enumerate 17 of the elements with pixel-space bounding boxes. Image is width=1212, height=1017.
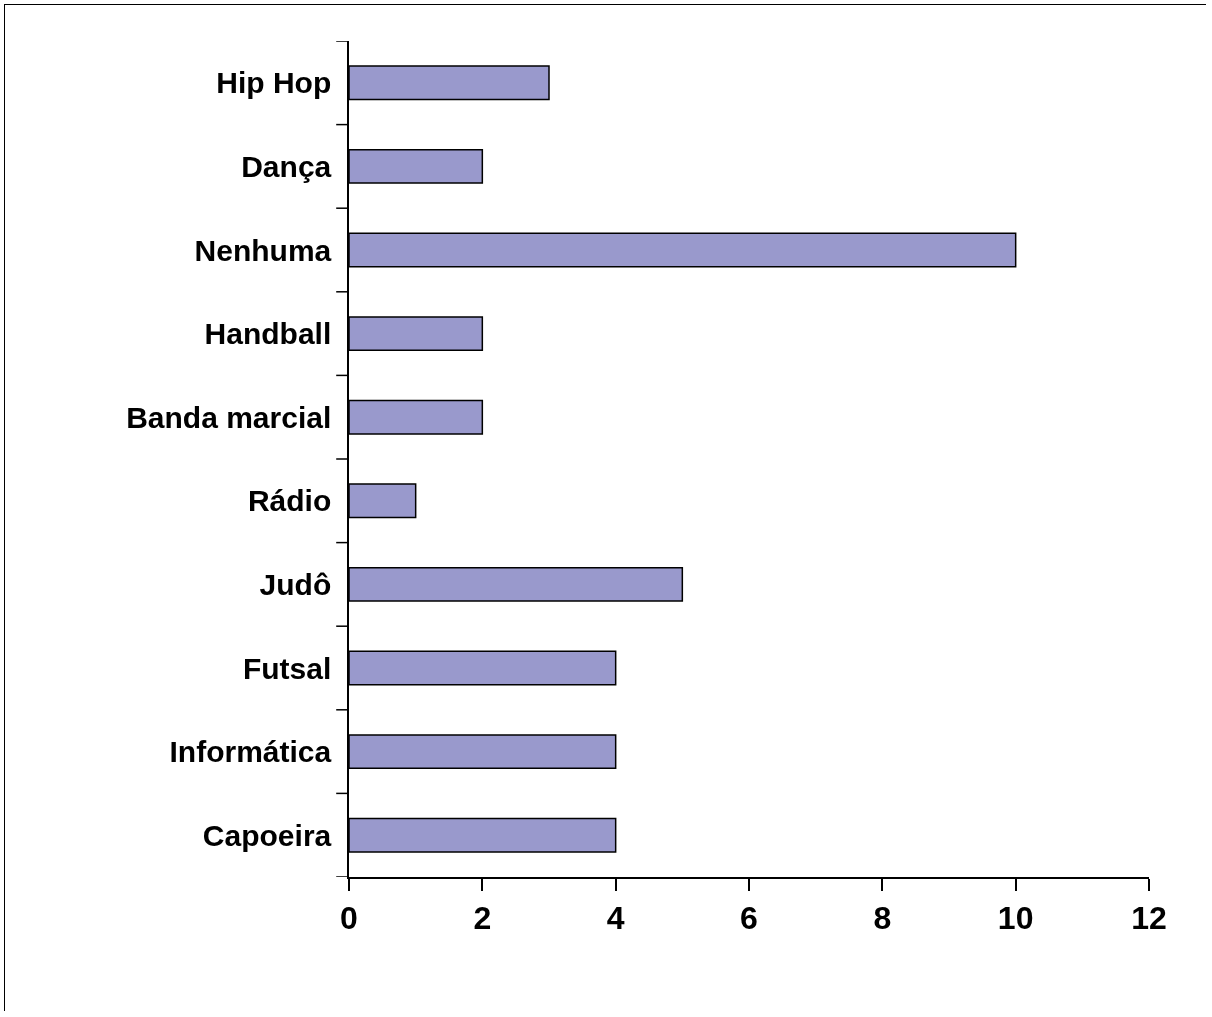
x-tick-label: 6 [740,900,758,937]
y-tick-label: Banda marcial [126,400,332,434]
y-tick-label: Rádio [247,484,332,518]
y-tick-label: Informática [169,735,332,769]
x-tick-label: 8 [873,900,892,937]
y-tick-label: Dança [241,149,332,183]
x-tick-label: 2 [473,900,492,937]
y-tick-label: Hip Hop [216,66,332,100]
y-tick-label: Judô [259,567,332,601]
y-tick-label: Handball [204,317,332,351]
x-tick-label: 4 [606,900,625,937]
x-tick-label: 0 [340,900,358,937]
x-tick-label: 10 [997,900,1034,937]
y-tick-label: Futsal [242,651,332,685]
y-tick-label: Nenhuma [194,233,332,267]
x-tick-label: 12 [1131,900,1167,937]
y-tick-label: Capoeira [202,818,332,852]
